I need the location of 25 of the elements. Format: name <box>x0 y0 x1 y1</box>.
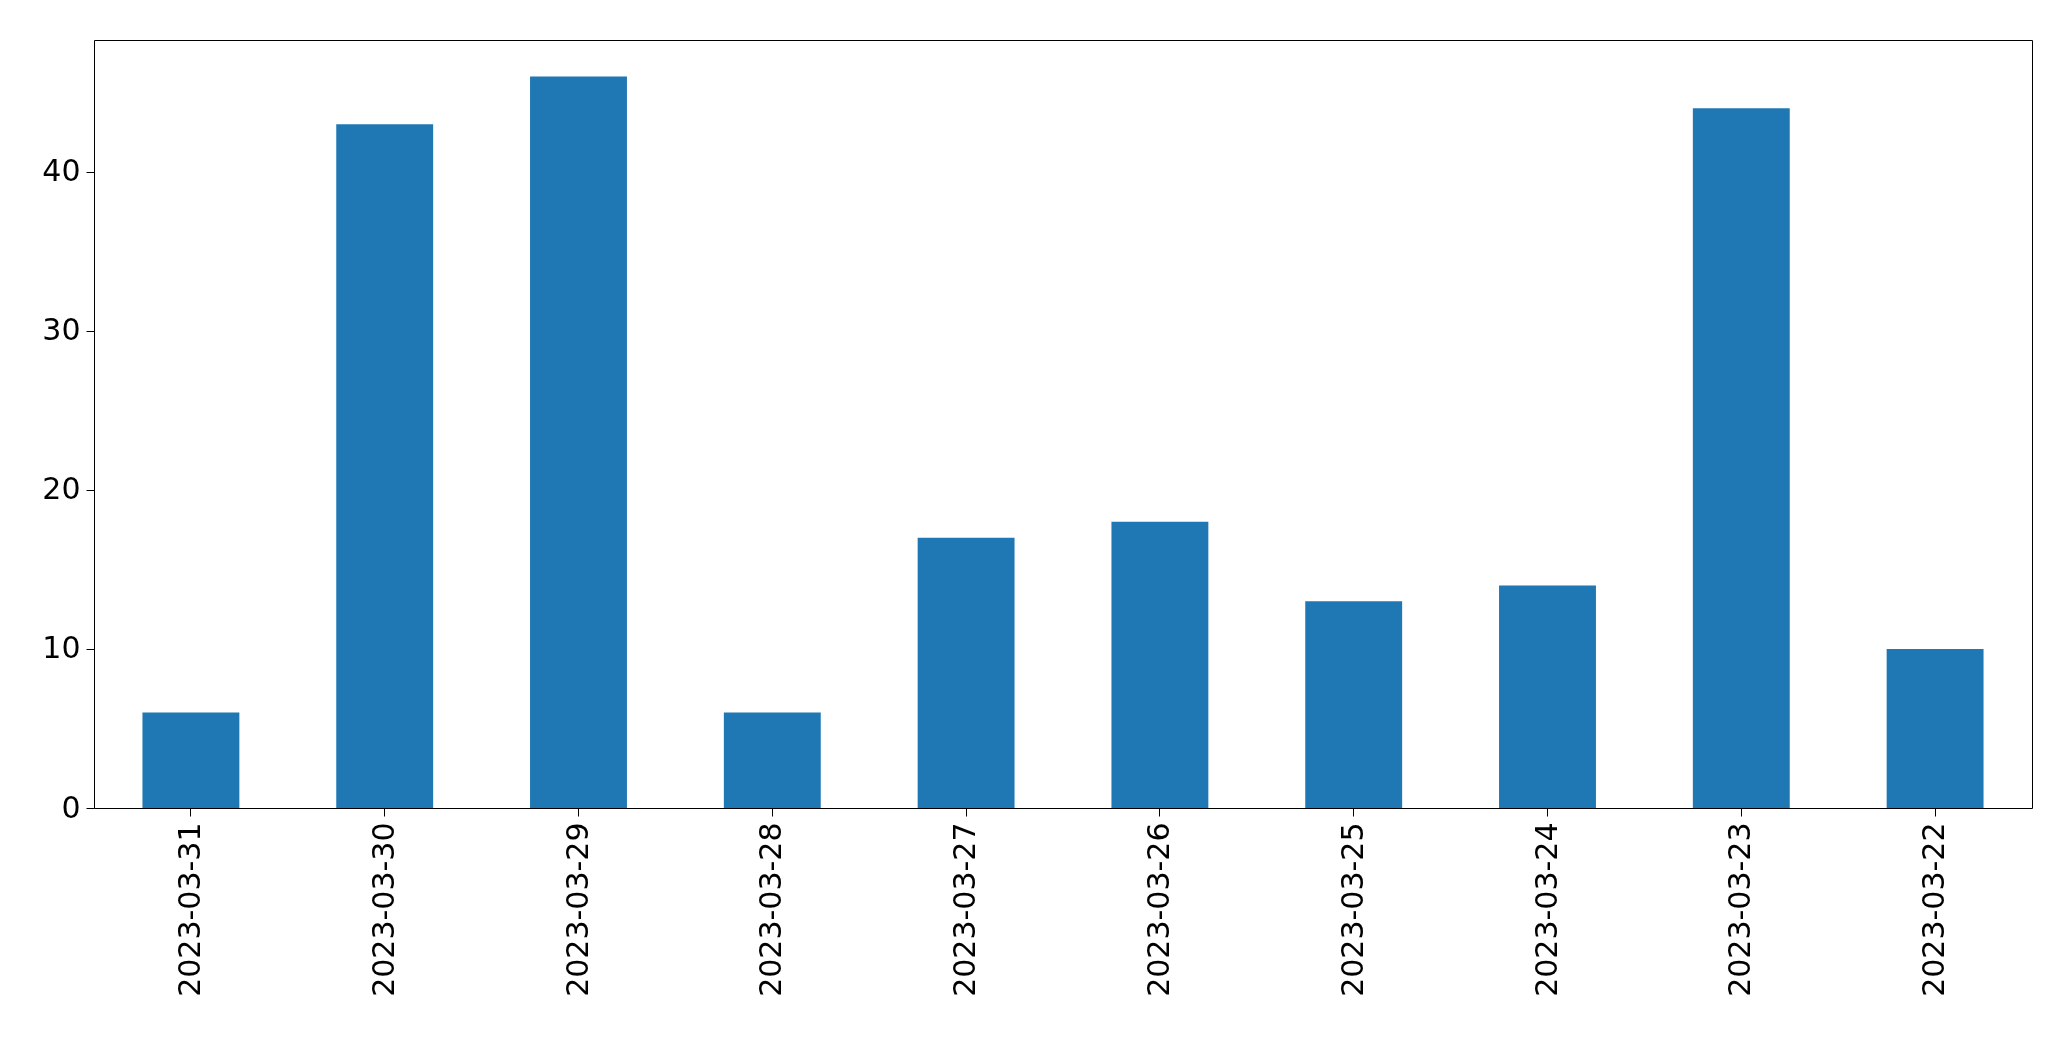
bar <box>530 76 627 808</box>
x-tick-label: 2023-03-26 <box>1140 822 1176 997</box>
x-tick-label: 2023-03-30 <box>365 822 401 997</box>
y-tick-label: 0 <box>61 789 81 825</box>
x-tick-label: 2023-03-25 <box>1334 822 1370 997</box>
y-tick-label: 10 <box>42 630 81 666</box>
bar <box>142 712 240 808</box>
bar <box>917 537 1015 808</box>
x-tick-label: 2023-03-28 <box>753 822 789 997</box>
x-tick-label: 2023-03-29 <box>559 822 595 997</box>
x-tick-label: 2023-03-23 <box>1722 822 1758 997</box>
x-tick-label: 2023-03-31 <box>171 822 207 997</box>
bar <box>336 124 434 808</box>
y-tick-label: 40 <box>42 153 81 189</box>
bar <box>1305 601 1403 808</box>
bar <box>723 712 821 808</box>
y-tick-label: 30 <box>42 312 81 348</box>
bar <box>1111 521 1209 808</box>
bar <box>1692 108 1790 808</box>
x-tick-label: 2023-03-27 <box>947 822 983 997</box>
y-tick-label: 20 <box>42 471 81 507</box>
bar <box>1886 648 1984 808</box>
bar <box>1499 585 1596 808</box>
x-tick-label: 2023-03-22 <box>1916 822 1952 997</box>
x-tick-label: 2023-03-24 <box>1528 822 1564 997</box>
